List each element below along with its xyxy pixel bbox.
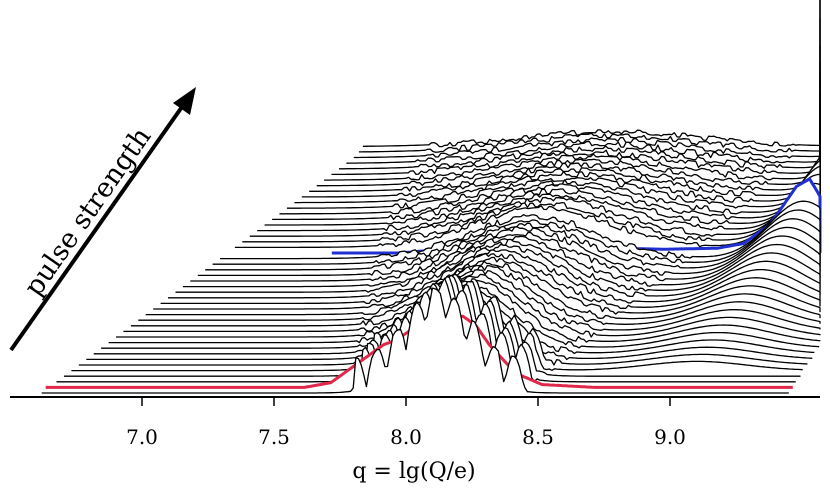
spectrum-trace (71, 274, 803, 372)
spectrum-trace (182, 235, 821, 288)
spectrum-traces (41, 0, 822, 397)
spectrum-trace (138, 260, 821, 321)
spectrum-trace (168, 243, 821, 299)
trace-occlusion (362, 0, 820, 151)
spectrum-trace (175, 238, 821, 293)
spectrum-trace (108, 279, 821, 344)
spectrum-trace (358, 0, 821, 153)
arrow-shaft (9, 102, 186, 352)
x-tick-label: 7.5 (258, 425, 290, 449)
spectrum-trace (123, 269, 821, 333)
x-tick-label: 8.0 (390, 425, 422, 449)
trace-occlusion (41, 288, 820, 397)
trace-occlusion (324, 71, 820, 185)
spectrum-trace (212, 209, 821, 265)
arrow-head (173, 87, 196, 115)
x-tick-label: 9.0 (654, 425, 686, 449)
x-axis-label: q = lg(Q/e) (352, 459, 475, 484)
trace-occlusion (249, 165, 821, 241)
spectrum-trace (362, 0, 821, 148)
spectrum-trace (41, 287, 789, 394)
spectrum-trace (153, 253, 821, 310)
spectrum-trace (220, 200, 821, 260)
spectrum-trace (160, 249, 821, 305)
pulse-strength-arrow (9, 87, 196, 352)
spectrum-trace (205, 218, 821, 271)
spectrum-trace (197, 226, 821, 277)
x-tick-label: 7.0 (126, 425, 158, 449)
spectrum-trace (130, 264, 821, 327)
x-tick-label: 8.5 (522, 425, 554, 449)
spectrum-trace (145, 256, 821, 316)
spectrum-trace (116, 273, 821, 338)
pulse-strength-annotation: pulse strength (18, 122, 157, 302)
spectrum-trace (190, 231, 821, 282)
x-axis-ticks: 7.0 7.5 8.0 8.5 9.0 (126, 397, 686, 449)
spectrum-trace (56, 277, 796, 383)
